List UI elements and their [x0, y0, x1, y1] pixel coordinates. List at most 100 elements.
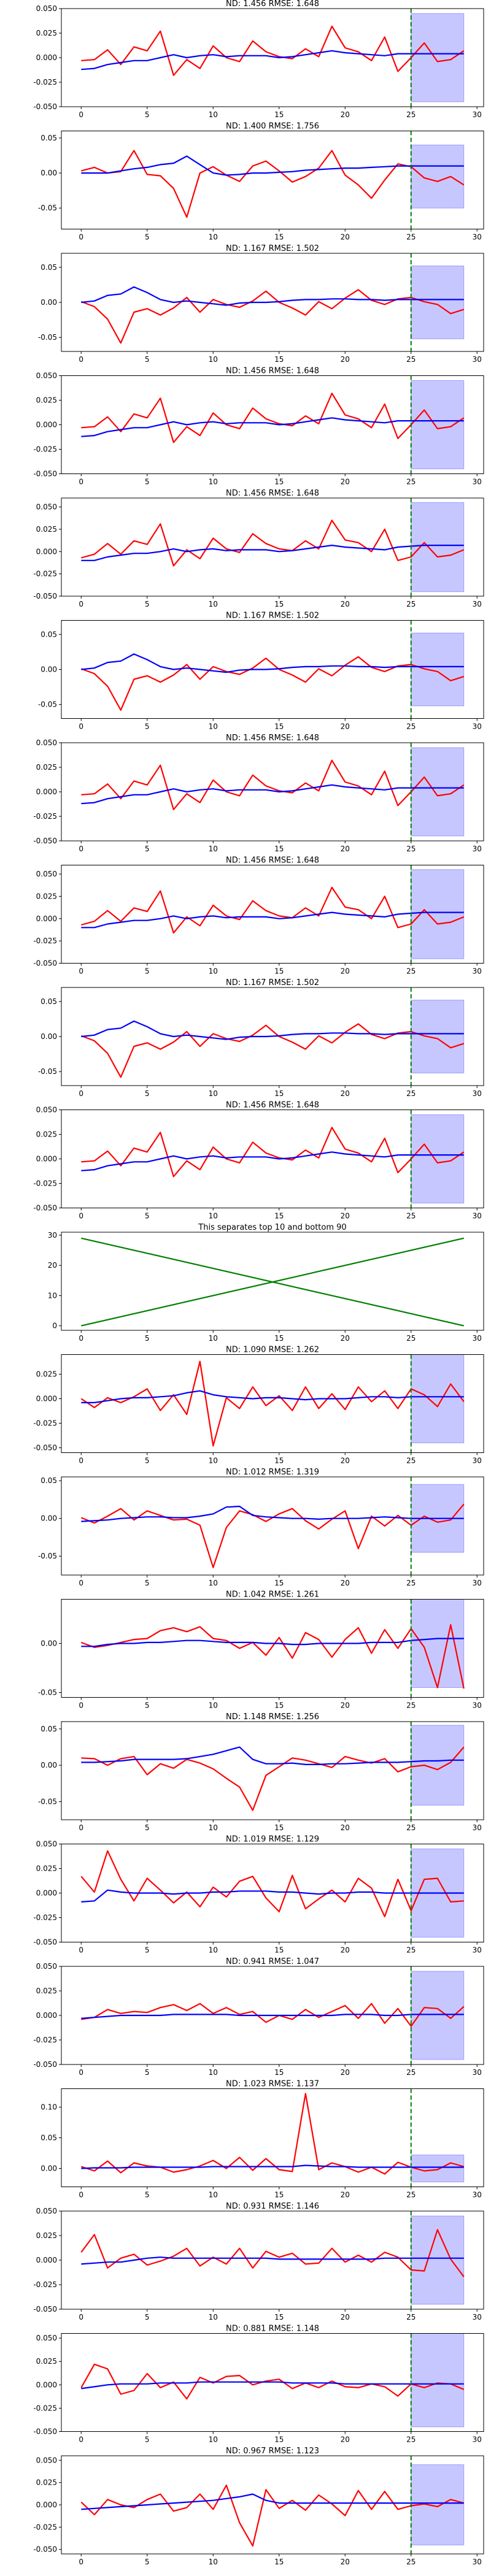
y-tick-label: 0.000: [36, 1155, 57, 1163]
x-tick-label: 10: [209, 1946, 218, 1955]
x-tick-label: 0: [79, 1089, 83, 1098]
x-tick-label: 15: [274, 2558, 284, 2566]
forecast-series-line: [81, 1889, 464, 1903]
actual-series-line: [80, 289, 465, 344]
x-tick-label: 15: [274, 1946, 284, 1955]
y-tick-label: -0.025: [33, 1179, 57, 1188]
forecast-series-line: [81, 417, 464, 437]
x-tick-label: 10: [209, 723, 218, 731]
y-tick-label: 0.000: [36, 914, 57, 923]
y-tick-label: -0.025: [33, 1419, 57, 1428]
plot-area: [81, 1237, 465, 1327]
prediction-interval-band: [411, 13, 465, 102]
prediction-interval-band: [411, 1354, 465, 1443]
x-tick-label: 25: [406, 1334, 416, 1343]
prediction-interval-band: [411, 1599, 465, 1688]
plot-area: [80, 1599, 465, 1689]
y-tick-label: 0.000: [36, 2011, 57, 2020]
subplot-title: ND: 1.167 RMSE: 1.502: [226, 978, 319, 987]
subplot-6: ND: 1.167 RMSE: 1.502 0 5 10 15 20 25 30 0.05 0.0…: [38, 611, 484, 731]
plot-area: [81, 1725, 465, 1811]
y-tick-label: -0.050: [33, 1204, 57, 1213]
y-tick-label: 0.050: [36, 870, 57, 878]
x-tick-label: 5: [145, 478, 150, 486]
x-tick-label: 5: [145, 110, 150, 119]
x-tick-label: 10: [209, 1212, 218, 1221]
actual-series-line: [80, 2484, 465, 2547]
subplot-16: ND: 1.019 RMSE: 1.129 0 5 10 15 20 25 30 0.050 0.…: [33, 1835, 484, 1955]
y-tick-label: -0.050: [33, 1938, 57, 1947]
y-tick-label: 0.050: [36, 1962, 57, 1971]
forecast-series-line: [81, 2014, 464, 2019]
subplot-title: ND: 1.456 RMSE: 1.648: [226, 489, 319, 498]
y-tick-label: 0.050: [36, 372, 57, 380]
subplot-20: ND: 0.881 RMSE: 1.148 0 5 10 15 20 25 30 0.050 0.…: [33, 2325, 484, 2444]
x-tick-label: 20: [341, 2068, 350, 2077]
subplot-title: ND: 0.881 RMSE: 1.148: [226, 2325, 319, 2334]
x-tick-label: 30: [473, 1334, 482, 1343]
x-tick-label: 15: [274, 1701, 284, 1710]
forecast-series-line: [81, 286, 464, 306]
prediction-interval-band: [411, 380, 465, 469]
x-tick-label: 25: [406, 2068, 416, 2077]
y-tick-label: 0.00: [41, 169, 57, 177]
subplot-title: ND: 1.148 RMSE: 1.256: [226, 1712, 319, 1722]
actual-series-line: [80, 1360, 465, 1447]
plot-area: [81, 1971, 465, 2060]
x-tick-label: 25: [406, 1701, 416, 1710]
plot-area: [80, 1484, 465, 1568]
actual-series-line: [80, 1624, 465, 1689]
x-tick-label: 20: [341, 845, 350, 853]
x-tick-label: 25: [406, 967, 416, 976]
prediction-interval-band: [411, 2333, 465, 2428]
y-tick-label: -0.05: [38, 1067, 57, 1076]
x-tick-label: 15: [274, 2436, 284, 2444]
subplot-8: ND: 1.456 RMSE: 1.648 0 5 10 15 20 25 30 0.050 0.…: [33, 856, 484, 976]
actual-series-line: [80, 1503, 465, 1568]
y-tick-label: -0.050: [33, 837, 57, 845]
x-tick-label: 5: [145, 2313, 150, 2321]
y-tick-label: 0.00: [41, 665, 57, 674]
forecast-series-line: [81, 2256, 464, 2265]
x-tick-label: 25: [406, 1212, 416, 1221]
y-tick-label: 0.025: [36, 2357, 57, 2366]
x-tick-label: 5: [145, 1334, 150, 1343]
y-tick-label: -0.025: [33, 1914, 57, 1922]
x-tick-label: 0: [79, 1946, 83, 1955]
x-tick-label: 15: [274, 1579, 284, 1587]
x-tick-label: 5: [145, 1089, 150, 1098]
x-tick-label: 5: [145, 2436, 150, 2444]
x-tick-label: 25: [406, 845, 416, 853]
x-tick-label: 0: [79, 600, 83, 608]
y-tick-label: 0.050: [36, 2207, 57, 2215]
y-tick-label: 0.00: [41, 298, 57, 307]
subplot-title: ND: 1.456 RMSE: 1.648: [226, 1101, 319, 1110]
plot-area: [81, 1114, 465, 1203]
y-tick-label: 0.000: [36, 53, 57, 62]
plot-area: [80, 1000, 465, 1078]
x-tick-label: 10: [209, 2068, 218, 2077]
x-tick-label: 25: [406, 233, 416, 242]
subplot-title: ND: 1.456 RMSE: 1.648: [226, 856, 319, 865]
x-tick-label: 15: [274, 1089, 284, 1098]
plot-area: [81, 380, 465, 469]
y-tick-label: 0.000: [36, 2256, 57, 2264]
x-tick-label: 25: [406, 2191, 416, 2199]
y-tick-label: -0.050: [33, 2060, 57, 2069]
x-tick-label: 15: [274, 967, 284, 976]
x-tick-label: 30: [473, 110, 482, 119]
forecast-series-line: [81, 50, 464, 71]
y-tick-label: 0.025: [36, 2478, 57, 2487]
x-tick-label: 30: [473, 1089, 482, 1098]
y-tick-label: 0.025: [36, 1370, 57, 1379]
subplot-15: ND: 1.148 RMSE: 1.256 0 5 10 15 20 25 30 0.05 0.0…: [38, 1712, 484, 1832]
x-tick-label: 20: [341, 1089, 350, 1098]
actual-series-line: [80, 1850, 464, 1917]
y-tick-label: -0.025: [33, 570, 57, 578]
y-tick-label: 0.00: [41, 1514, 57, 1523]
y-tick-label: 0.000: [36, 2501, 57, 2509]
y-tick-label: 0.000: [36, 1395, 57, 1403]
y-tick-label: 0.050: [36, 1106, 57, 1114]
plot-area: [80, 2464, 465, 2547]
